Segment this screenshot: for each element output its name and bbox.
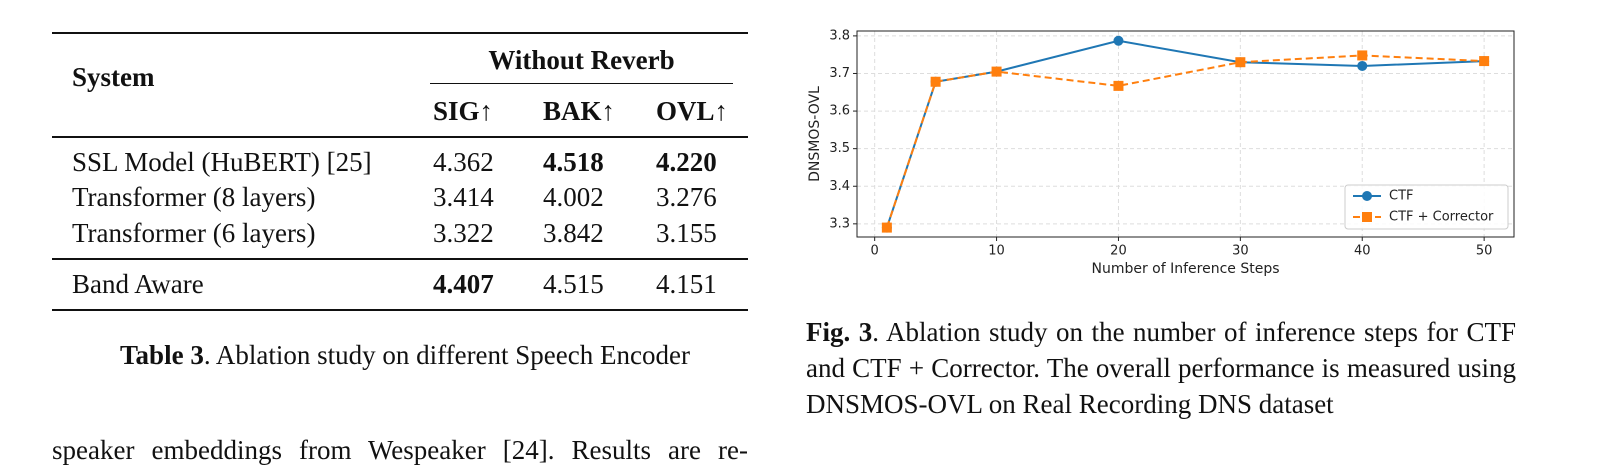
- point: [881, 222, 892, 233]
- x-tick-label: 30: [1232, 244, 1249, 259]
- top-rule: [52, 32, 748, 34]
- column-header: BAK↑: [543, 96, 616, 126]
- caption-text: . Ablation study on different Speech Enc…: [203, 340, 690, 370]
- group-rule: [430, 83, 733, 84]
- row-label: Band Aware: [72, 269, 204, 299]
- point: [1113, 35, 1124, 46]
- x-tick-label: 40: [1354, 244, 1371, 259]
- y-tick-label: 3.4: [829, 179, 850, 194]
- legend-box: [1344, 184, 1509, 230]
- x-tick-label: 0: [871, 244, 879, 259]
- point: [1235, 57, 1246, 68]
- cell: 3.155: [656, 218, 717, 248]
- x-tick-label: 10: [988, 244, 1005, 259]
- header-system: System: [72, 62, 155, 92]
- point: [1479, 56, 1490, 67]
- chart: 3.3 3.4 3.5 3.6 3.7 3.8 0 10 20 30 40 50 Number of I…: [807, 28, 1515, 277]
- figure-caption: Fig. 3. Ablation study on the number of …: [806, 314, 1516, 422]
- mid-rule: [52, 136, 748, 138]
- legend-marker: [1362, 191, 1372, 201]
- caption-label: Table 3: [120, 340, 204, 370]
- cell: 4.220: [656, 147, 717, 177]
- cell: 4.151: [656, 269, 717, 299]
- point: [991, 66, 1002, 77]
- cell: 3.414: [433, 182, 494, 212]
- column-header: SIG↑: [433, 96, 494, 126]
- legend-marker: [1362, 212, 1372, 222]
- y-tick-label: 3.6: [829, 104, 850, 119]
- row-label: Transformer (6 layers): [72, 218, 316, 248]
- cell: 4.362: [433, 147, 494, 177]
- y-tick-label: 3.8: [829, 28, 850, 43]
- y-tick-label: 3.3: [829, 216, 850, 231]
- cell: 4.515: [543, 269, 604, 299]
- caption-label: Fig. 3: [806, 317, 873, 347]
- point: [930, 76, 941, 87]
- plot-frame: [856, 30, 1515, 238]
- row-label: SSL Model (HuBERT) [25]: [72, 147, 372, 177]
- x-tick-label: 50: [1476, 244, 1493, 259]
- body-text: speaker embeddings from Wespeaker [24]. …: [52, 435, 748, 465]
- y-axis-label: DNSMOS-OVL: [807, 86, 823, 182]
- cell: 3.276: [656, 182, 717, 212]
- legend-label: CTF: [1389, 189, 1414, 204]
- cell: 3.842: [543, 218, 604, 248]
- legend-label: CTF + Corrector: [1389, 210, 1494, 225]
- mid-rule: [52, 258, 748, 260]
- caption-text: . Ablation study on the number of infere…: [806, 317, 1516, 419]
- cell: 4.407: [433, 269, 494, 299]
- column-header: OVL↑: [656, 96, 729, 126]
- point: [1113, 80, 1124, 91]
- bottom-rule: [52, 309, 748, 311]
- y-tick-label: 3.5: [829, 141, 850, 156]
- header-group: Without Reverb: [488, 45, 675, 75]
- row-label: Transformer (8 layers): [72, 182, 316, 212]
- cell: 3.322: [433, 218, 494, 248]
- x-tick-label: 20: [1110, 244, 1127, 259]
- table-caption: Table 3. Ablation study on different Spe…: [52, 338, 758, 372]
- x-axis-label: Number of Inference Steps: [1091, 261, 1279, 277]
- y-tick-label: 3.7: [829, 66, 850, 81]
- point: [1357, 50, 1368, 61]
- point: [1357, 60, 1368, 71]
- cell: 4.518: [543, 147, 604, 177]
- cell: 4.002: [543, 182, 604, 212]
